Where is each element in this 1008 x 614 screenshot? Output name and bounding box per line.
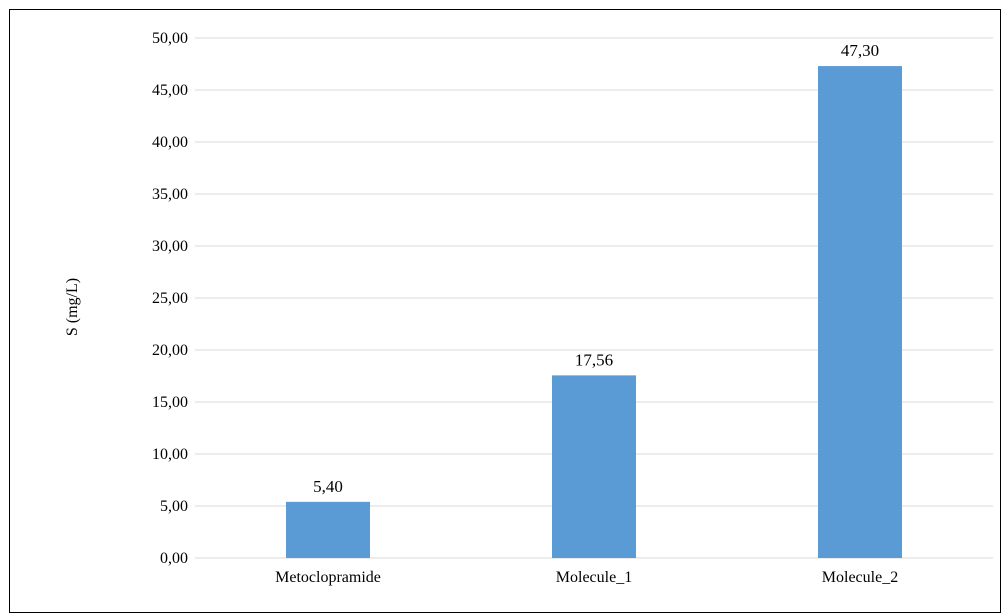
y-tick-label: 45,00 (152, 82, 188, 99)
y-axis-ticks: 0,00 5,00 10,00 15,00 20,00 25,00 30,00 35,00 40… (152, 30, 188, 567)
bars (286, 66, 902, 558)
y-tick-label: 25,00 (152, 290, 188, 307)
y-axis-label: S (mg/L) (64, 278, 81, 336)
y-tick-label: 30,00 (152, 238, 188, 255)
y-tick-label: 0,00 (160, 550, 188, 567)
bar-molecule-1 (552, 375, 636, 558)
data-label: 17,56 (575, 350, 613, 369)
y-tick-label: 10,00 (152, 446, 188, 463)
x-category-label: Metoclopramide (275, 569, 381, 586)
chart-frame: 0,00 5,00 10,00 15,00 20,00 25,00 30,00 35,00 40… (9, 9, 1001, 613)
x-category-label: Molecule_1 (556, 569, 632, 586)
bar-metoclopramide (286, 501, 370, 558)
y-tick-label: 20,00 (152, 342, 188, 359)
y-tick-label: 5,00 (160, 498, 188, 515)
y-tick-label: 40,00 (152, 134, 188, 151)
bar-chart: 0,00 5,00 10,00 15,00 20,00 25,00 30,00 35,00 40… (64, 30, 993, 586)
data-labels: 5,40 17,56 47,30 (313, 41, 879, 496)
data-label: 47,30 (841, 41, 879, 60)
y-tick-label: 50,00 (152, 30, 188, 47)
x-category-label: Molecule_2 (822, 569, 898, 586)
y-tick-label: 15,00 (152, 394, 188, 411)
x-axis-categories: Metoclopramide Molecule_1 Molecule_2 (275, 569, 898, 586)
y-tick-label: 35,00 (152, 186, 188, 203)
bar-molecule-2 (818, 66, 902, 558)
data-label: 5,40 (313, 477, 343, 496)
